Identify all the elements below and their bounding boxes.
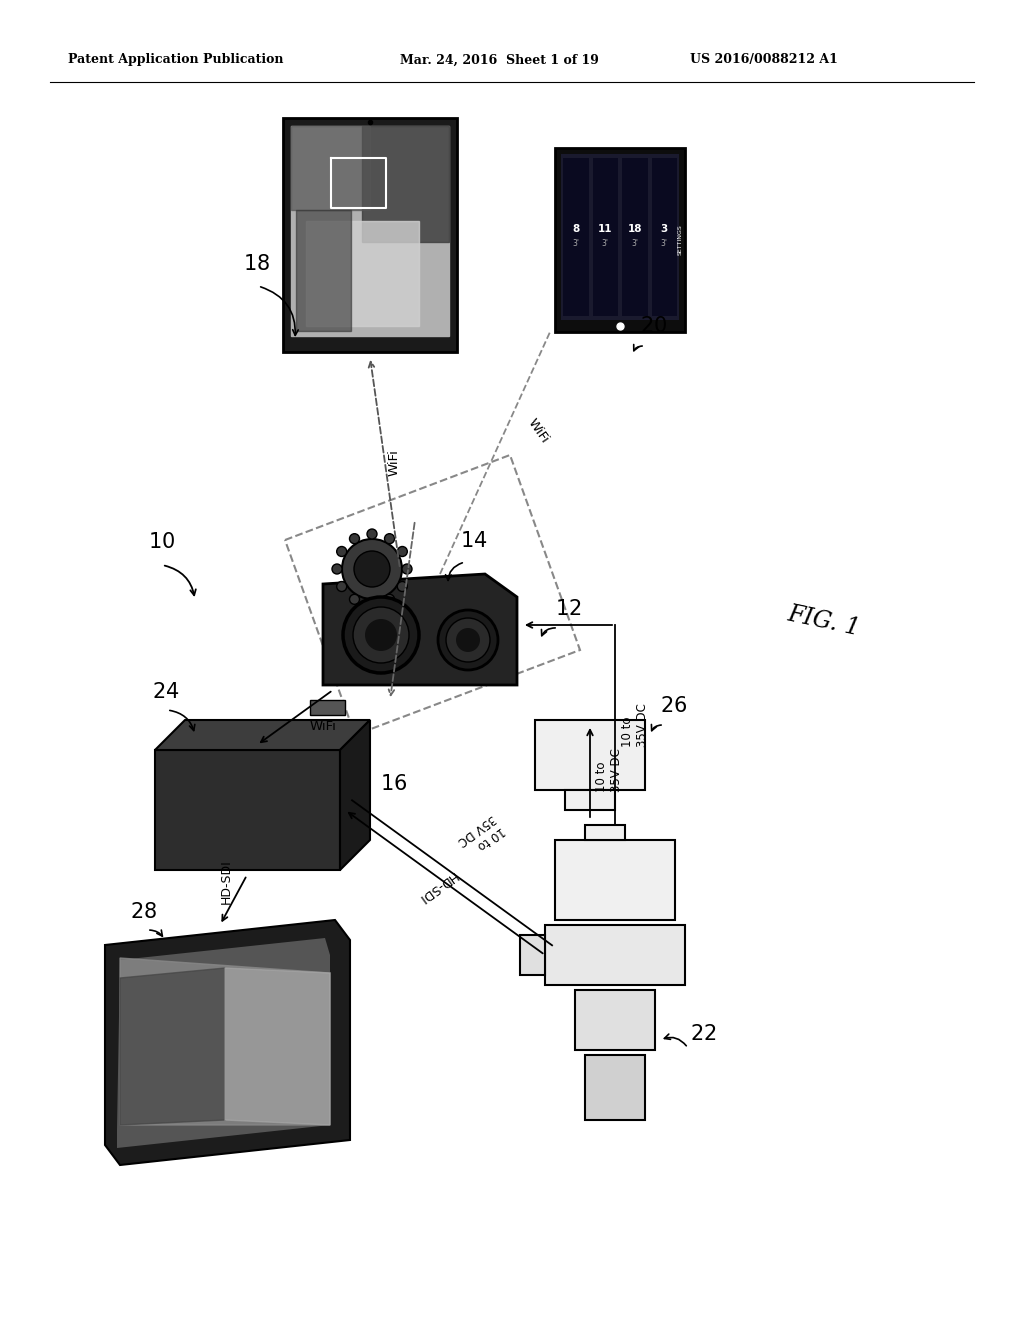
Polygon shape [291,125,449,337]
Text: 11: 11 [598,224,612,234]
Polygon shape [340,719,370,870]
Polygon shape [120,968,225,1125]
Text: 3: 3 [660,224,668,234]
Circle shape [337,546,347,557]
Text: 10 to
35V DC: 10 to 35V DC [621,704,649,747]
Polygon shape [545,925,685,985]
Text: 3': 3' [631,239,638,248]
Text: 3': 3' [572,239,580,248]
Text: $\it{26}$: $\it{26}$ [660,696,687,715]
Polygon shape [561,154,679,319]
Circle shape [342,539,402,599]
Text: 10 to
35V DC: 10 to 35V DC [455,812,507,861]
Circle shape [332,564,342,574]
Polygon shape [585,825,625,840]
Polygon shape [310,700,345,715]
Text: 3': 3' [660,239,668,248]
Text: $\it{10}$: $\it{10}$ [148,532,175,552]
Text: 3': 3' [602,239,608,248]
Circle shape [456,628,480,652]
Circle shape [367,529,377,539]
Polygon shape [622,158,647,315]
Text: WiFi: WiFi [310,719,337,733]
Circle shape [384,594,394,605]
Text: 8: 8 [572,224,580,234]
Polygon shape [291,125,449,337]
Circle shape [438,610,498,671]
Circle shape [446,618,490,663]
Text: FIG. 1: FIG. 1 [785,602,862,640]
Polygon shape [593,158,618,315]
Polygon shape [585,1055,645,1119]
Polygon shape [555,148,685,333]
Polygon shape [225,968,330,1125]
Text: $\it{18}$: $\it{18}$ [243,253,270,275]
Text: SETTINGS: SETTINGS [678,224,683,255]
Polygon shape [575,990,655,1049]
Polygon shape [155,750,340,870]
Polygon shape [291,125,370,210]
Circle shape [384,533,394,544]
Polygon shape [651,158,677,315]
Polygon shape [520,935,545,975]
Polygon shape [535,719,645,789]
Polygon shape [362,125,449,242]
Circle shape [337,582,347,591]
Text: $\it{28}$: $\it{28}$ [130,902,157,921]
Circle shape [365,619,397,651]
Circle shape [343,597,419,673]
Text: HD-SDI: HD-SDI [415,869,459,906]
Text: 10 to
35V DC: 10 to 35V DC [595,748,623,792]
Circle shape [349,594,359,605]
Text: $\it{22}$: $\it{22}$ [690,1024,717,1044]
Polygon shape [105,920,350,1166]
Polygon shape [120,958,330,1125]
Text: US 2016/0088212 A1: US 2016/0088212 A1 [690,54,838,66]
Circle shape [354,550,390,587]
Polygon shape [117,939,330,1148]
Polygon shape [555,840,675,920]
Text: Mar. 24, 2016  Sheet 1 of 19: Mar. 24, 2016 Sheet 1 of 19 [400,54,599,66]
Text: HD-SDI: HD-SDI [220,859,233,904]
Polygon shape [306,220,419,326]
Text: $\it{24}$: $\it{24}$ [152,682,179,702]
Text: $\it{20}$: $\it{20}$ [640,315,668,337]
Text: WiFi: WiFi [525,417,551,446]
Circle shape [353,607,409,663]
Text: Patent Application Publication: Patent Application Publication [68,54,284,66]
Polygon shape [563,158,589,315]
Circle shape [397,582,408,591]
Circle shape [349,533,359,544]
Text: WiFi: WiFi [388,450,401,477]
Circle shape [367,599,377,609]
Polygon shape [155,719,370,750]
Polygon shape [565,789,615,810]
Circle shape [397,546,408,557]
Text: 18: 18 [628,224,642,234]
Circle shape [402,564,412,574]
Text: $\it{14}$: $\it{14}$ [460,531,487,550]
Text: $\it{16}$: $\it{16}$ [380,774,408,795]
Polygon shape [323,574,517,685]
Text: $\it{12}$: $\it{12}$ [555,599,582,619]
Polygon shape [283,117,457,352]
Polygon shape [296,210,351,331]
